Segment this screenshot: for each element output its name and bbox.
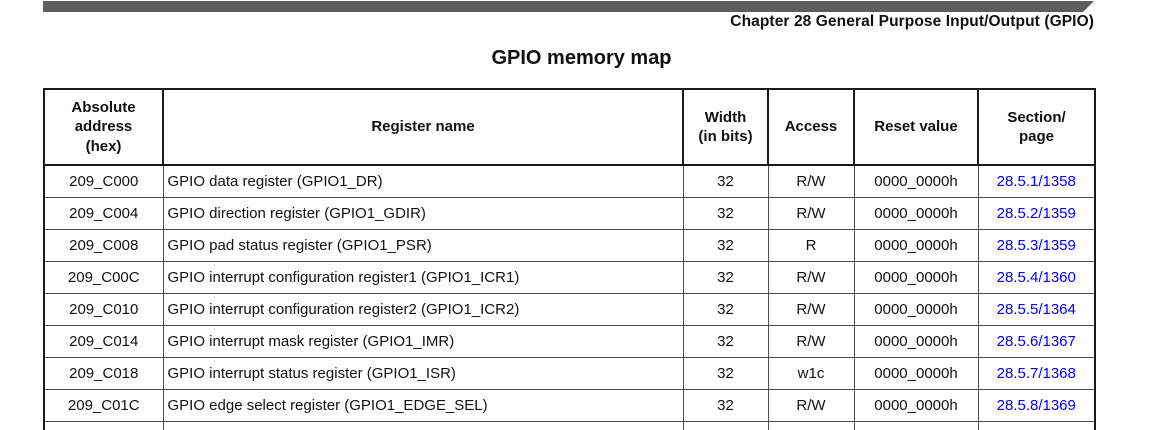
section-page-link[interactable]: 28.5.3/1359 xyxy=(996,237,1076,254)
cell-access: R/W xyxy=(767,389,855,422)
cell-reset-value xyxy=(853,421,979,430)
cell-absolute-address: 209_C008 xyxy=(43,229,164,262)
cell-register-name: GPIO direction register (GPIO1_GDIR) xyxy=(162,197,684,230)
memory-map-table: Absolute address (hex) Register name Wid… xyxy=(43,88,1096,430)
cell-absolute-address: 209_C014 xyxy=(43,325,164,358)
cell-width-bits xyxy=(682,421,769,430)
section-page-link[interactable]: 28.5.8/1369 xyxy=(996,397,1076,414)
cell-register-name: GPIO edge select register (GPIO1_EDGE_SE… xyxy=(162,389,684,422)
cell-absolute-address: 209_C000 xyxy=(43,164,164,198)
cell-access: R/W xyxy=(767,325,855,358)
cell-reset-value: 0000_0000h xyxy=(853,197,979,230)
cell-section-page: 28.5.8/1369 xyxy=(977,389,1096,422)
table-row: 209_C01C GPIO edge select register (GPIO… xyxy=(43,389,1096,422)
cell-access: R/W xyxy=(767,164,855,198)
cell-reset-value: 0000_0000h xyxy=(853,293,979,326)
column-header-access: Access xyxy=(767,88,855,166)
cell-section-page: 28.5.2/1359 xyxy=(977,197,1096,230)
cell-register-name: GPIO interrupt configuration register2 (… xyxy=(162,293,684,326)
cell-width-bits: 32 xyxy=(682,357,769,390)
cell-access: R xyxy=(767,229,855,262)
table-row: 209_C014 GPIO interrupt mask register (G… xyxy=(43,325,1096,358)
table-row: 209_C000 GPIO data register (GPIO1_DR) 3… xyxy=(43,164,1096,198)
cell-section-page xyxy=(977,421,1096,430)
cell-width-bits: 32 xyxy=(682,164,769,198)
cell-reset-value: 0000_0000h xyxy=(853,229,979,262)
cell-width-bits: 32 xyxy=(682,229,769,262)
cell-access: R/W xyxy=(767,197,855,230)
cell-register-name: GPIO interrupt status register (GPIO1_IS… xyxy=(162,357,684,390)
page-header-bar xyxy=(43,1,1094,12)
column-header-register-name: Register name xyxy=(162,88,684,166)
cell-width-bits: 32 xyxy=(682,197,769,230)
cell-width-bits: 32 xyxy=(682,261,769,294)
cell-access xyxy=(767,421,855,430)
column-header-section-page: Section/ page xyxy=(977,88,1096,166)
page-title: GPIO memory map xyxy=(491,47,672,69)
cell-absolute-address: 209_C004 xyxy=(43,197,164,230)
cell-access: R/W xyxy=(767,293,855,326)
column-header-reset-value: Reset value xyxy=(853,88,979,166)
table-body: 209_C000 GPIO data register (GPIO1_DR) 3… xyxy=(43,164,1096,430)
table-row: 209_C008 GPIO pad status register (GPIO1… xyxy=(43,229,1096,262)
section-page-link[interactable]: 28.5.4/1360 xyxy=(996,269,1076,286)
cell-reset-value: 0000_0000h xyxy=(853,325,979,358)
cell-reset-value: 0000_0000h xyxy=(853,357,979,390)
cell-absolute-address: 209_C010 xyxy=(43,293,164,326)
cell-absolute-address: 209_C018 xyxy=(43,357,164,390)
cell-reset-value: 0000_0000h xyxy=(853,164,979,198)
table-row: 209_C018 GPIO interrupt status register … xyxy=(43,357,1096,390)
cell-register-name xyxy=(162,421,684,430)
cell-access: R/W xyxy=(767,261,855,294)
cell-section-page: 28.5.7/1368 xyxy=(977,357,1096,390)
cell-absolute-address: 209_C01C xyxy=(43,389,164,422)
cell-reset-value: 0000_0000h xyxy=(853,389,979,422)
section-page-link[interactable]: 28.5.6/1367 xyxy=(996,333,1076,350)
chapter-header: Chapter 28 General Purpose Input/Output … xyxy=(730,13,1094,30)
column-header-absolute-address: Absolute address (hex) xyxy=(43,88,164,166)
table-row: 209_C004 GPIO direction register (GPIO1_… xyxy=(43,197,1096,230)
cell-register-name: GPIO interrupt mask register (GPIO1_IMR) xyxy=(162,325,684,358)
cell-register-name: GPIO pad status register (GPIO1_PSR) xyxy=(162,229,684,262)
section-page-link[interactable]: 28.5.2/1359 xyxy=(996,205,1076,222)
cell-reset-value: 0000_0000h xyxy=(853,261,979,294)
section-page-link[interactable]: 28.5.1/1358 xyxy=(996,173,1076,190)
cell-section-page: 28.5.5/1364 xyxy=(977,293,1096,326)
header-row: Absolute address (hex) Register name Wid… xyxy=(43,88,1096,166)
column-header-width: Width (in bits) xyxy=(682,88,769,166)
cell-section-page: 28.5.6/1367 xyxy=(977,325,1096,358)
section-page-link[interactable]: 28.5.7/1368 xyxy=(996,365,1076,382)
cell-section-page: 28.5.3/1359 xyxy=(977,229,1096,262)
cell-register-name: GPIO interrupt configuration register1 (… xyxy=(162,261,684,294)
cell-access: w1c xyxy=(767,357,855,390)
cell-section-page: 28.5.1/1358 xyxy=(977,164,1096,198)
table-row: 209_C00C GPIO interrupt configuration re… xyxy=(43,261,1096,294)
cell-absolute-address xyxy=(43,421,164,430)
cell-register-name: GPIO data register (GPIO1_DR) xyxy=(162,164,684,198)
table-row: 209_C010 GPIO interrupt configuration re… xyxy=(43,293,1096,326)
cell-absolute-address: 209_C00C xyxy=(43,261,164,294)
cell-width-bits: 32 xyxy=(682,389,769,422)
memory-map-table-container: Absolute address (hex) Register name Wid… xyxy=(43,88,1096,430)
section-page-link[interactable]: 28.5.5/1364 xyxy=(996,301,1076,318)
cell-section-page: 28.5.4/1360 xyxy=(977,261,1096,294)
cell-width-bits: 32 xyxy=(682,325,769,358)
table-row xyxy=(43,421,1096,430)
cell-width-bits: 32 xyxy=(682,293,769,326)
